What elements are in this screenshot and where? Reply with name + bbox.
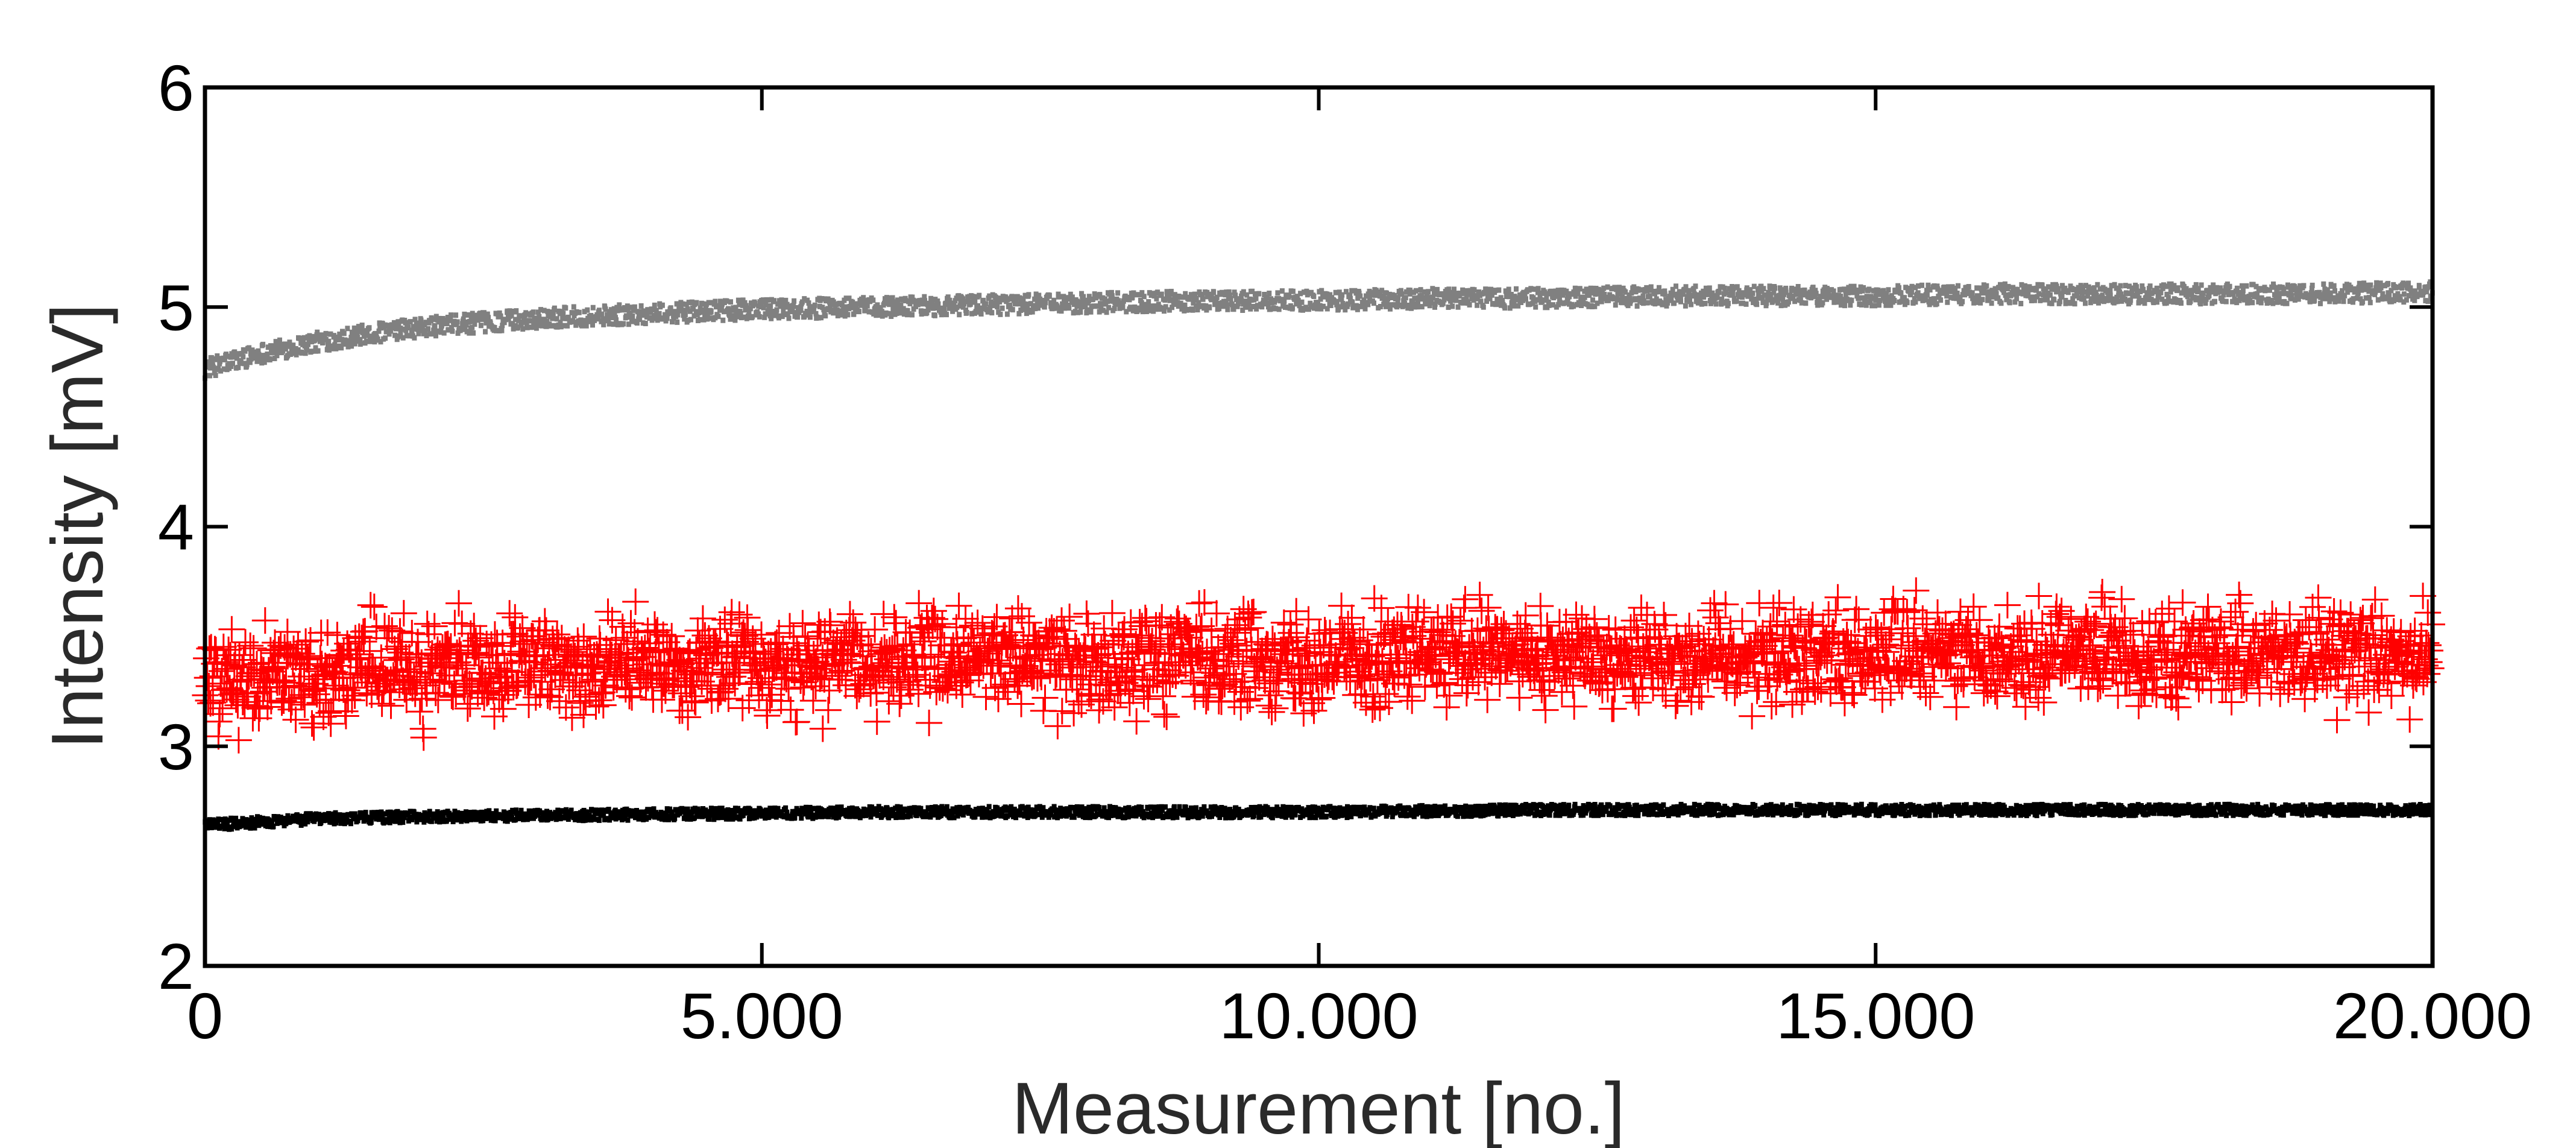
y-tick-label: 2: [158, 930, 194, 1003]
y-axis-title: Intensity [mV]: [36, 303, 118, 749]
series-3: [203, 801, 2435, 832]
x-tick-label: 5.000: [681, 979, 843, 1052]
x-axis-title: Measurement [no.]: [1012, 1067, 1625, 1148]
series-2: [192, 577, 2445, 754]
series-layer: [192, 279, 2445, 832]
x-tick-label: 15.000: [1776, 979, 1975, 1052]
y-tick-label: 6: [158, 51, 194, 124]
y-tick-label: 5: [158, 271, 194, 344]
series-2-markers: [192, 577, 2445, 754]
x-ticks: 0 5.000 10.000 15.000 20.000: [187, 87, 2532, 1052]
series-1-markers: [203, 279, 2435, 381]
y-ticks: 2 3 4 5 6: [158, 51, 2433, 1003]
y-tick-label: 4: [158, 491, 194, 564]
series-3-markers: [203, 801, 2435, 832]
x-tick-label: 10.000: [1219, 979, 1418, 1052]
y-tick-label: 3: [158, 710, 194, 783]
plot-frame: [203, 85, 2435, 968]
series-1: [203, 279, 2435, 381]
x-tick-label: 0: [187, 979, 223, 1052]
x-tick-label: 20.000: [2333, 979, 2532, 1052]
